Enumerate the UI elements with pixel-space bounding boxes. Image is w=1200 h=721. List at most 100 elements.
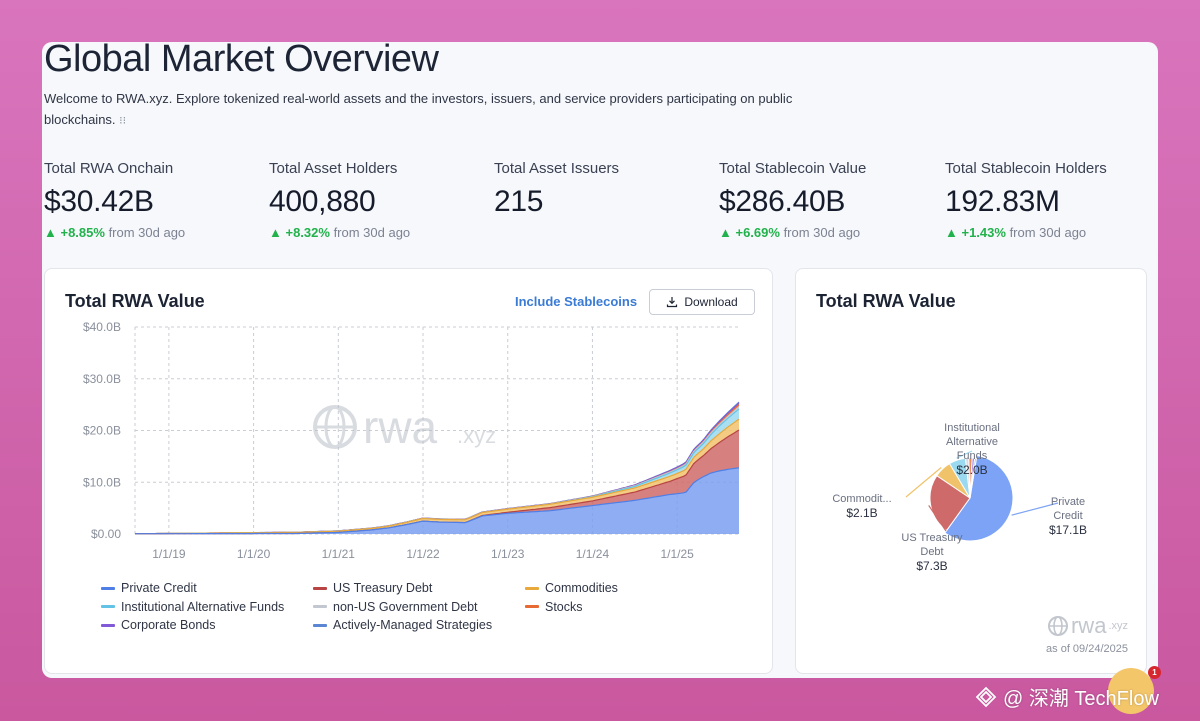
stat-change-suffix: from 30d ago — [783, 225, 861, 240]
stat-total-stablecoin-value: Total Stablecoin Value $286.40B ▲ +6.69%… — [719, 160, 939, 240]
stat-total-asset-issuers: Total Asset Issuers 215 — [494, 160, 714, 219]
stat-label: Total RWA Onchain — [44, 160, 174, 177]
legend-swatch — [101, 605, 115, 608]
as-of-date: as of 09/24/2025 — [1046, 643, 1128, 655]
legend-item[interactable]: Stocks — [525, 600, 583, 614]
stat-label: Total Stablecoin Holders — [945, 160, 1107, 177]
stat-change-row: ▲ +8.32% from 30d ago — [269, 225, 489, 240]
x-tick-label: 1/1/22 — [406, 547, 440, 561]
watermark-sub: .xyz — [457, 423, 496, 448]
stat-value: 215 — [494, 185, 544, 218]
legend-item[interactable]: Institutional Alternative Funds — [101, 600, 284, 614]
area-series-line — [134, 467, 740, 535]
pie-label-name: Debt — [920, 546, 943, 558]
download-label: Download — [684, 295, 738, 309]
stat-change: ▲ +1.43% — [945, 225, 1006, 240]
pie-leader-line — [905, 467, 942, 498]
stat-change: ▲ +8.85% — [44, 225, 105, 240]
y-tick-label: $20.0B — [83, 424, 121, 438]
legend-label: Corporate Bonds — [121, 618, 216, 632]
stat-total-asset-holders: Total Asset Holders 400,880 ▲ +8.32% fro… — [269, 160, 489, 240]
area-series-line — [134, 418, 740, 535]
pie-slice-private-credit[interactable] — [944, 454, 1014, 542]
stat-total-stablecoin-holders: Total Stablecoin Holders 192.83M ▲ +1.43… — [945, 160, 1158, 240]
stat-change-row: ▲ +8.85% from 30d ago — [44, 225, 264, 240]
intro-body: Welcome to RWA.xyz. Explore tokenized re… — [44, 91, 793, 127]
pie-label-name: Funds — [957, 450, 988, 462]
brand-watermark: @ 深潮 TechFlow — [975, 682, 1159, 711]
x-tick-label: 1/1/19 — [152, 547, 186, 561]
globe-icon — [1047, 616, 1068, 636]
include-stablecoins-link[interactable]: Include Stablecoins — [515, 294, 638, 309]
area-chart-title: Total RWA Value — [65, 291, 205, 311]
pie-label-name: US Treasury — [901, 532, 963, 544]
download-button[interactable]: Download — [649, 289, 755, 315]
legend-swatch — [313, 586, 327, 590]
pie-chart-card: Total RWA Value Private Credit $17.1B US Tr… — [795, 268, 1147, 674]
legend-swatch — [525, 605, 539, 608]
brand-text: @ 深潮 TechFlow — [1003, 688, 1159, 710]
area-chart-card: Total RWA Value Include Stablecoins Down… — [44, 268, 773, 674]
stat-label: Total Stablecoin Value — [719, 160, 867, 177]
download-icon — [667, 297, 678, 308]
app-window: Global Market Overview Welcome to RWA.xy… — [42, 42, 1158, 678]
legend-item[interactable]: non-US Government Debt — [313, 600, 478, 614]
stat-change: ▲ +6.69% — [719, 225, 780, 240]
stat-total-rwa-onchain: Total RWA Onchain $30.42B ▲ +8.85% from … — [44, 160, 264, 240]
page-title: Global Market Overview — [44, 42, 439, 80]
pie-label-name: Alternative — [946, 436, 998, 448]
legend-item[interactable]: Actively-Managed Strategies — [313, 618, 492, 632]
stat-value: $30.42B — [44, 185, 154, 218]
legend-label: Actively-Managed Strategies — [333, 618, 493, 632]
area-chart: $0.00 $10.0B $20.0B $30.0B $40.0B 1/1/19 1/1/2… — [83, 320, 740, 561]
legend-swatch — [313, 623, 327, 627]
area-watermark: rwa .xyz — [313, 401, 496, 453]
x-tick-label: 1/1/21 — [322, 547, 356, 561]
intro-text: Welcome to RWA.xyz. Explore tokenized re… — [44, 88, 804, 132]
pie-slice-actively-managed-strategies[interactable] — [969, 457, 977, 499]
pie-slice-label: Commodit...$2.1B — [832, 493, 891, 520]
intro-glyph: ⁝⁝ — [119, 115, 127, 127]
pie-watermark: rwa .xyz — [1047, 613, 1128, 639]
pie-label-name: Credit — [1053, 510, 1082, 522]
stat-value: 192.83M — [945, 185, 1060, 218]
stat-change-suffix: from 30d ago — [333, 225, 411, 240]
pie-watermark-sub: .xyz — [1108, 620, 1128, 632]
pie-label-name: Private — [1051, 496, 1085, 508]
pie-slice-label: US Treasury Debt$7.3B — [901, 532, 963, 573]
area-series-private-credit — [135, 467, 739, 534]
pie-label-value: $7.3B — [916, 559, 947, 573]
stat-change-suffix: from 30d ago — [1009, 225, 1087, 240]
y-tick-label: $10.0B — [83, 475, 121, 489]
techflow-logo-icon — [975, 686, 997, 707]
stat-change-row: ▲ +1.43% from 30d ago — [945, 225, 1158, 240]
pie-label-value: $17.1B — [1049, 523, 1087, 537]
pie-chart-title: Total RWA Value — [816, 291, 956, 311]
x-tick-label: 1/1/20 — [237, 547, 271, 561]
pie-leader-line — [1011, 502, 1059, 516]
stat-change-row: ▲ +6.69% from 30d ago — [719, 225, 939, 240]
notification-badge: 1 — [1148, 666, 1161, 679]
pie-leader-line — [956, 450, 973, 459]
stat-label: Total Asset Holders — [269, 160, 398, 177]
stat-value: 400,880 — [269, 185, 376, 218]
legend-label: non-US Government Debt — [333, 599, 478, 614]
legend-swatch — [525, 586, 539, 590]
legend-label: Commodities — [545, 581, 618, 595]
pie-slice-label: Private Credit$17.1B — [1049, 496, 1087, 537]
chat-bubble[interactable] — [1108, 668, 1154, 714]
legend-item[interactable]: US Treasury Debt — [313, 581, 432, 595]
legend-item[interactable]: Commodities — [525, 581, 618, 595]
legend-label: Stocks — [545, 599, 583, 614]
stat-label: Total Asset Issuers — [494, 160, 620, 177]
pie-label-name: Commodit... — [832, 493, 891, 505]
legend-label: US Treasury Debt — [333, 581, 433, 595]
legend-swatch — [313, 605, 327, 608]
pie-label-name: Institutional — [944, 422, 1000, 434]
legend-item[interactable]: Private Credit — [101, 581, 197, 595]
stat-change: ▲ +8.32% — [269, 225, 330, 240]
watermark-main: rwa — [363, 401, 438, 453]
stat-change-suffix: from 30d ago — [108, 225, 186, 240]
legend-item[interactable]: Corporate Bonds — [101, 618, 216, 632]
x-tick-label: 1/1/24 — [576, 547, 610, 561]
